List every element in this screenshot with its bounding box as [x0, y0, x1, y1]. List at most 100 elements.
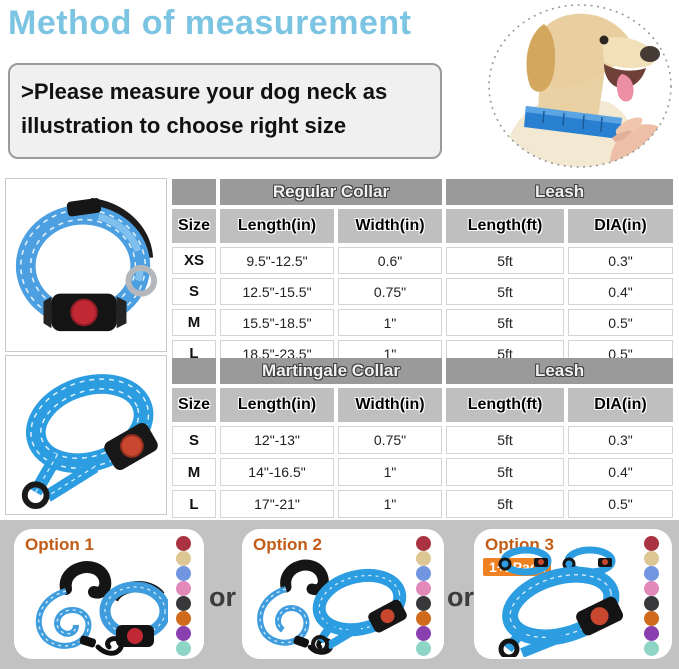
table-cell: 0.6": [338, 247, 443, 274]
option-3-card: Option 3 1+1Pack: [474, 529, 672, 659]
swatch-purple: [644, 626, 659, 641]
size-cell: S: [172, 278, 216, 305]
size-cell: S: [172, 426, 216, 454]
table-cell: 1": [338, 309, 443, 336]
or-separator: or: [209, 582, 236, 612]
option-2-card: Option 2: [242, 529, 444, 659]
dog-measurement-illustration: [488, 4, 672, 168]
column-header-length-ft: Length(ft): [446, 388, 565, 422]
swatch-burgundy: [176, 536, 191, 551]
size-cell: M: [172, 458, 216, 486]
table-cell: 0.5": [568, 309, 674, 336]
table-cell: 1": [338, 490, 443, 518]
two-martingale-collars-image: [498, 546, 624, 657]
size-cell: XS: [172, 247, 216, 274]
table-corner-cell: [172, 358, 216, 384]
table-cell: 0.5": [568, 490, 674, 518]
group-header-row: Regular Collar Leash: [172, 179, 674, 205]
table-cell: 5ft: [446, 247, 565, 274]
swatch-blue: [644, 566, 659, 581]
swatch-purple: [416, 626, 431, 641]
swatch-mint: [644, 641, 659, 656]
leash-group-header: Leash: [446, 358, 674, 384]
table-cell: 0.4": [568, 278, 674, 305]
martingale-collar-illustration: [21, 374, 158, 510]
column-header-row: Size Length(in) Width(in) Length(ft) DIA…: [172, 209, 674, 243]
table-cell: 0.75": [338, 426, 443, 454]
dashed-circle-border: [488, 4, 672, 168]
table-row: M 14"-16.5" 1" 5ft 0.4": [172, 458, 674, 486]
swatch-pink: [644, 581, 659, 596]
column-header-length-in: Length(in): [220, 209, 334, 243]
swatch-tan: [176, 551, 191, 566]
option-1-card: Option 1: [14, 529, 204, 659]
martingale-collar-group-header: Martingale Collar: [220, 358, 443, 384]
instruction-box: >Please measure your dog neck as illustr…: [8, 63, 442, 159]
table-cell: 17"-21": [220, 490, 334, 518]
column-header-length-ft: Length(ft): [446, 209, 565, 243]
table-cell: 5ft: [446, 309, 565, 336]
table-cell: 5ft: [446, 426, 565, 454]
table-cell: 12"-13": [220, 426, 334, 454]
buckle-logo-dot: [120, 434, 144, 458]
table-cell: 1": [338, 458, 443, 486]
table-cell: 12.5"-15.5": [220, 278, 334, 305]
color-swatches: [176, 536, 191, 656]
column-header-width-in: Width(in): [338, 388, 443, 422]
martingale-collar-image: [5, 355, 167, 515]
buckle-red-button: [70, 298, 98, 327]
table-cell: 5ft: [446, 278, 565, 305]
table-row: S 12.5"-15.5" 0.75" 5ft 0.4": [172, 278, 674, 305]
leash-and-martingale-collar-image: [257, 559, 407, 655]
regular-collar-image: [5, 178, 167, 352]
column-header-length-in: Length(in): [220, 388, 334, 422]
column-header-dia-in: DIA(in): [568, 388, 674, 422]
instruction-text: >Please measure your dog neck as illustr…: [21, 79, 388, 139]
swatch-blue: [176, 566, 191, 581]
column-header-row: Size Length(in) Width(in) Length(ft) DIA…: [172, 388, 674, 422]
leash-group-header: Leash: [446, 179, 674, 205]
collar-d-ring: [125, 264, 158, 297]
option-1-label: Option 1: [25, 535, 94, 554]
table-cell: 9.5"-12.5": [220, 247, 334, 274]
swatch-black: [416, 596, 431, 611]
table-cell: 15.5"-18.5": [220, 309, 334, 336]
size-cell: M: [172, 309, 216, 336]
table-cell: 5ft: [446, 490, 565, 518]
table-row: L 17"-21" 1" 5ft 0.5": [172, 490, 674, 518]
table-cell: 0.3": [568, 426, 674, 454]
column-header-size: Size: [172, 388, 216, 422]
swatch-orange: [644, 611, 659, 626]
group-header-row: Martingale Collar Leash: [172, 358, 674, 384]
swatch-black: [644, 596, 659, 611]
regular-collar-illustration: [15, 197, 158, 332]
swatch-mint: [416, 641, 431, 656]
column-header-dia-in: DIA(in): [568, 209, 674, 243]
color-swatches: [644, 536, 659, 656]
or-separator: or: [447, 582, 474, 612]
leash-and-regular-collar-image: [35, 561, 168, 656]
table-cell: 5ft: [446, 458, 565, 486]
color-swatches: [416, 536, 431, 656]
swatch-mint: [176, 641, 191, 656]
swatch-tan: [644, 551, 659, 566]
swatch-blue: [416, 566, 431, 581]
regular-collar-size-table: Regular Collar Leash Size Length(in) Wid…: [168, 175, 677, 371]
table-cell: 0.4": [568, 458, 674, 486]
table-cell: 14"-16.5": [220, 458, 334, 486]
option-2-label: Option 2: [253, 535, 322, 554]
table-row: XS 9.5"-12.5" 0.6" 5ft 0.3": [172, 247, 674, 274]
swatch-orange: [176, 611, 191, 626]
column-header-width-in: Width(in): [338, 209, 443, 243]
swatch-pink: [416, 581, 431, 596]
table-cell: 0.3": [568, 247, 674, 274]
martingale-collar-size-table: Martingale Collar Leash Size Length(in) …: [168, 354, 677, 522]
column-header-size: Size: [172, 209, 216, 243]
swatch-tan: [416, 551, 431, 566]
regular-collar-group-header: Regular Collar: [220, 179, 443, 205]
swatch-burgundy: [416, 536, 431, 551]
swatch-pink: [176, 581, 191, 596]
martingale-d-ring: [21, 481, 50, 510]
table-cell: 0.75": [338, 278, 443, 305]
